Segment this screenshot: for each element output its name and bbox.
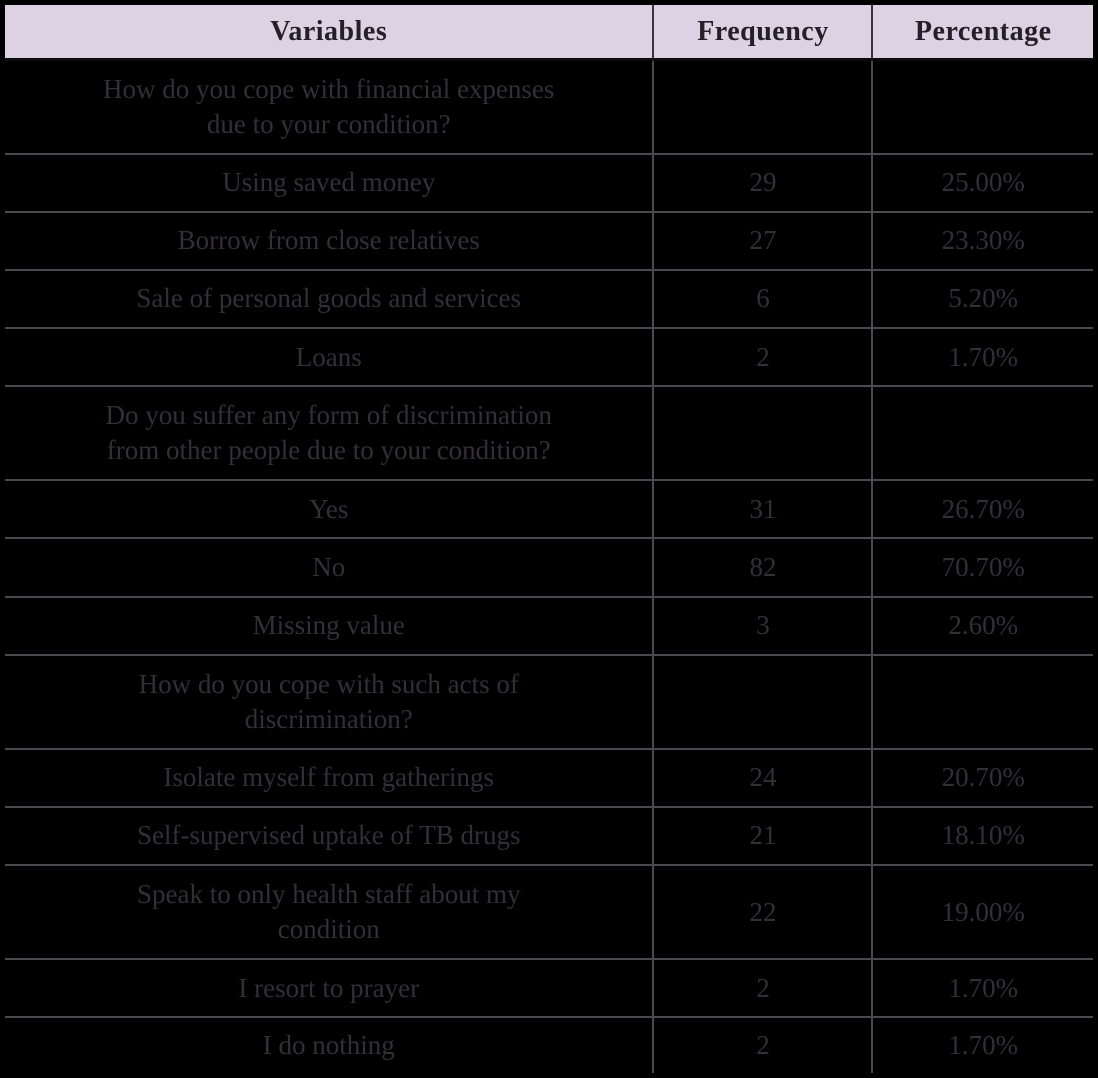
percentage-cell — [871, 653, 1097, 750]
frequency-cell: 29 — [652, 152, 874, 213]
percentage-cell: 18.10% — [871, 805, 1097, 867]
percentage-cell: 25.00% — [871, 152, 1097, 213]
variable-cell: Speak to only health staff about my cond… — [1, 863, 655, 961]
variable-cell: Using saved money — [1, 152, 655, 213]
percentage-cell — [871, 58, 1097, 155]
percentage-cell: 20.70% — [871, 747, 1097, 808]
table-row: Sale of personal goods and services 6 5.… — [1, 268, 1097, 330]
frequency-cell: 3 — [652, 595, 874, 656]
table-row: I do nothing 2 1.70% — [1, 1016, 1097, 1077]
table-row: I resort to prayer 2 1.70% — [1, 958, 1097, 1019]
variable-cell: Yes — [1, 479, 655, 540]
frequency-cell — [652, 653, 874, 750]
table-row: Borrow from close relatives 27 23.30% — [1, 210, 1097, 271]
variable-cell: How do you cope with financial expenses … — [1, 58, 655, 155]
table-row: Isolate myself from gatherings 24 20.70% — [1, 747, 1097, 808]
table-row: Missing value 3 2.60% — [1, 595, 1097, 656]
column-header-variables: Variables — [1, 1, 655, 61]
variable-cell: How do you cope with such acts of discri… — [1, 653, 655, 750]
variable-cell: Self-supervised uptake of TB drugs — [1, 805, 655, 867]
table-row: Yes 31 26.70% — [1, 479, 1097, 540]
variable-cell: I do nothing — [1, 1016, 655, 1077]
header-row: Variables Frequency Percentage — [1, 1, 1097, 61]
table-row: Self-supervised uptake of TB drugs 21 18… — [1, 805, 1097, 867]
variable-cell: Borrow from close relatives — [1, 210, 655, 271]
frequency-cell — [652, 385, 874, 482]
table-row: Using saved money 29 25.00% — [1, 152, 1097, 213]
frequency-cell: 6 — [652, 268, 874, 330]
percentage-cell: 2.60% — [871, 595, 1097, 656]
variable-cell: No — [1, 537, 655, 598]
percentage-cell: 23.30% — [871, 210, 1097, 271]
frequency-cell: 31 — [652, 479, 874, 540]
variable-cell: Loans — [1, 326, 655, 388]
frequency-cell — [652, 58, 874, 155]
percentage-cell: 26.70% — [871, 479, 1097, 540]
percentage-cell: 1.70% — [871, 1016, 1097, 1077]
percentage-cell: 5.20% — [871, 268, 1097, 330]
frequency-cell: 2 — [652, 326, 874, 388]
frequency-cell: 82 — [652, 537, 874, 598]
percentage-cell — [871, 385, 1097, 482]
percentage-cell: 70.70% — [871, 537, 1097, 598]
percentage-cell: 19.00% — [871, 863, 1097, 961]
table-row: How do you cope with financial expenses … — [1, 58, 1097, 155]
table-row: Speak to only health staff about my cond… — [1, 863, 1097, 961]
percentage-cell: 1.70% — [871, 326, 1097, 388]
frequency-cell: 27 — [652, 210, 874, 271]
column-header-percentage: Percentage — [871, 1, 1097, 61]
variable-cell: Missing value — [1, 595, 655, 656]
variable-cell: I resort to prayer — [1, 958, 655, 1019]
table-row: No 82 70.70% — [1, 537, 1097, 598]
frequency-cell: 22 — [652, 863, 874, 961]
table-row: Loans 2 1.70% — [1, 326, 1097, 388]
frequency-cell: 24 — [652, 747, 874, 808]
table-header: Variables Frequency Percentage — [1, 1, 1097, 61]
variable-cell: Sale of personal goods and services — [1, 268, 655, 330]
variable-cell: Do you suffer any form of discrimination… — [1, 385, 655, 482]
frequency-cell: 2 — [652, 958, 874, 1019]
percentage-cell: 1.70% — [871, 958, 1097, 1019]
table-row: Do you suffer any form of discrimination… — [1, 385, 1097, 482]
frequency-cell: 21 — [652, 805, 874, 867]
table-body: How do you cope with financial expenses … — [1, 58, 1097, 1077]
column-header-frequency: Frequency — [652, 1, 874, 61]
variable-cell: Isolate myself from gatherings — [1, 747, 655, 808]
frequency-cell: 2 — [652, 1016, 874, 1077]
table-row: How do you cope with such acts of discri… — [1, 653, 1097, 750]
